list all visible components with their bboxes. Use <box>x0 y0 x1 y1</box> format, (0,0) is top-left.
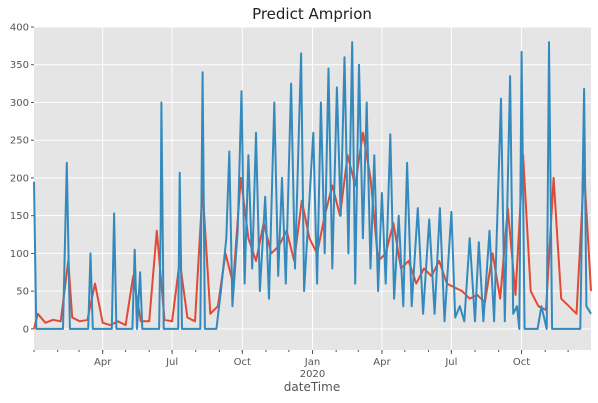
y-tick-label: 350 <box>10 60 29 71</box>
y-tick-label: 250 <box>10 136 29 147</box>
x-tick-sublabel: 2020 <box>300 369 325 380</box>
x-tick-label: Oct <box>234 357 251 368</box>
y-tick-label: 200 <box>10 173 29 184</box>
x-tick-label: Jul <box>444 357 457 368</box>
x-tick-label: Apr <box>94 357 112 368</box>
x-axis-label: dateTime <box>284 380 340 394</box>
y-tick-label: 0 <box>23 324 29 335</box>
y-tick-label: 300 <box>10 98 29 109</box>
x-tick-label: Jan <box>304 357 320 368</box>
y-axis: 0 50 100 150 200 250 300 350 400 <box>10 23 34 336</box>
x-tick-label: Apr <box>373 357 391 368</box>
y-tick-label: 100 <box>10 249 29 260</box>
y-tick-label: 50 <box>16 287 29 298</box>
y-tick-label: 150 <box>10 211 29 222</box>
x-tick-label: Oct <box>513 357 530 368</box>
chart-title: Predict Amprion <box>252 5 372 23</box>
x-tick-label: Jul <box>165 357 178 368</box>
y-tick-label: 400 <box>10 23 29 34</box>
